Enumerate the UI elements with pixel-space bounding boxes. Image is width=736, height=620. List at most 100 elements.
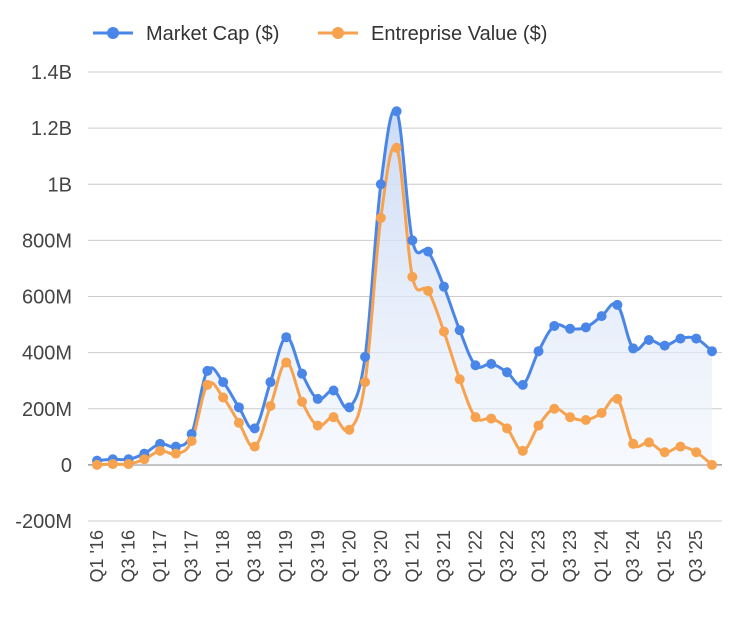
legend-label-market-cap: Market Cap ($) xyxy=(146,23,279,45)
enterprise-value-point[interactable] xyxy=(281,357,292,368)
market-cap-point[interactable] xyxy=(502,367,512,378)
market-cap-point[interactable] xyxy=(517,379,528,390)
market-cap-point[interactable] xyxy=(691,333,702,344)
enterprise-value-point[interactable] xyxy=(549,403,560,414)
market-cap-point[interactable] xyxy=(170,441,181,452)
market-cap-point[interactable] xyxy=(643,334,654,345)
enterprise-value-point[interactable] xyxy=(423,285,434,296)
market-cap-point[interactable] xyxy=(407,235,418,246)
enterprise-value-point[interactable] xyxy=(675,441,686,452)
enterprise-value-point[interactable] xyxy=(596,407,607,418)
enterprise-value-point[interactable] xyxy=(139,454,150,465)
enterprise-value-point[interactable] xyxy=(155,445,166,456)
market-cap-point[interactable] xyxy=(186,429,197,440)
enterprise-value-point[interactable] xyxy=(707,459,717,470)
enterprise-value-point[interactable] xyxy=(312,420,323,431)
legend-marker-enterprise-value xyxy=(332,27,344,39)
enterprise-value-point[interactable] xyxy=(517,445,528,456)
enterprise-value-point[interactable] xyxy=(360,377,371,388)
market-cap-point[interactable] xyxy=(596,311,607,322)
enterprise-value-point[interactable] xyxy=(202,379,213,390)
enterprise-value-point[interactable] xyxy=(92,459,102,470)
market-cap-point[interactable] xyxy=(344,402,355,413)
x-tick-label: Q3 '22 xyxy=(497,530,517,582)
market-cap-point[interactable] xyxy=(580,322,591,333)
enterprise-value-point[interactable] xyxy=(565,412,576,423)
market-cap-point[interactable] xyxy=(565,323,576,334)
enterprise-value-point[interactable] xyxy=(612,393,623,404)
market-cap-point[interactable] xyxy=(360,351,371,362)
enterprise-value-point[interactable] xyxy=(454,374,465,385)
y-tick-label: 1.2B xyxy=(31,118,72,140)
x-tick-label: Q3 '19 xyxy=(308,530,328,582)
y-tick-label: -200M xyxy=(15,511,72,533)
enterprise-value-point[interactable] xyxy=(344,424,355,435)
market-cap-point[interactable] xyxy=(612,299,623,310)
market-cap-point[interactable] xyxy=(470,360,481,371)
x-tick-label: Q3 '23 xyxy=(560,530,580,582)
enterprise-value-point[interactable] xyxy=(186,436,197,447)
enterprise-value-point[interactable] xyxy=(391,142,402,153)
market-cap-point[interactable] xyxy=(312,393,323,404)
enterprise-value-point[interactable] xyxy=(502,423,512,434)
market-cap-point[interactable] xyxy=(438,281,449,292)
market-cap-point[interactable] xyxy=(297,368,307,379)
x-tick-label: Q1 '24 xyxy=(592,530,612,582)
legend: Market Cap ($) Entreprise Value ($) xyxy=(93,23,547,45)
x-tick-label: Q3 '25 xyxy=(686,530,706,582)
enterprise-value-point[interactable] xyxy=(218,392,229,403)
enterprise-value-point[interactable] xyxy=(580,414,591,425)
enterprise-value-point[interactable] xyxy=(265,400,276,411)
enterprise-value-point[interactable] xyxy=(123,459,134,470)
market-cap-point[interactable] xyxy=(707,346,717,357)
market-cap-point[interactable] xyxy=(391,106,402,117)
legend-item-enterprise-value[interactable]: Entreprise Value ($) xyxy=(318,23,547,45)
enterprise-value-point[interactable] xyxy=(170,448,181,459)
x-tick-label: Q3 '18 xyxy=(245,530,265,582)
enterprise-value-point[interactable] xyxy=(643,437,654,448)
market-cap-point[interactable] xyxy=(549,320,560,331)
x-tick-label: Q1 '19 xyxy=(276,530,296,582)
market-cap-point[interactable] xyxy=(265,377,276,388)
enterprise-value-point[interactable] xyxy=(375,212,386,223)
legend-label-enterprise-value: Entreprise Value ($) xyxy=(371,23,547,45)
market-cap-point[interactable] xyxy=(675,333,686,344)
enterprise-value-point[interactable] xyxy=(470,412,481,423)
enterprise-value-point[interactable] xyxy=(486,413,497,424)
x-tick-label: Q3 '21 xyxy=(434,530,454,582)
market-cap-point[interactable] xyxy=(281,332,292,343)
enterprise-value-point[interactable] xyxy=(659,447,670,458)
market-cap-point[interactable] xyxy=(328,385,339,396)
x-tick-label: Q3 '20 xyxy=(371,530,391,582)
x-tick-label: Q3 '24 xyxy=(623,530,643,582)
enterprise-value-point[interactable] xyxy=(628,438,639,449)
market-cap-point[interactable] xyxy=(533,346,544,357)
market-cap-point[interactable] xyxy=(375,179,386,190)
enterprise-value-point[interactable] xyxy=(233,417,244,428)
market-cap-point[interactable] xyxy=(454,325,465,336)
enterprise-value-point[interactable] xyxy=(533,420,544,431)
enterprise-value-point[interactable] xyxy=(107,459,118,470)
x-tick-label: Q1 '17 xyxy=(150,530,170,582)
market-cap-point[interactable] xyxy=(628,343,639,354)
enterprise-value-point[interactable] xyxy=(297,396,307,407)
y-tick-label: 600M xyxy=(22,287,72,309)
market-cap-point[interactable] xyxy=(249,423,260,434)
market-cap-point[interactable] xyxy=(218,377,229,388)
market-cap-point[interactable] xyxy=(659,340,670,351)
enterprise-value-point[interactable] xyxy=(691,447,702,458)
x-tick-label: Q1 '21 xyxy=(402,530,422,582)
enterprise-value-point[interactable] xyxy=(407,271,418,282)
market-cap-point[interactable] xyxy=(233,402,244,413)
y-tick-label: 200M xyxy=(22,399,72,421)
market-cap-point[interactable] xyxy=(486,358,497,369)
enterprise-value-point[interactable] xyxy=(438,326,449,337)
market-cap-point[interactable] xyxy=(202,365,213,376)
legend-marker-market-cap xyxy=(107,27,119,39)
enterprise-value-point[interactable] xyxy=(249,441,260,452)
enterprise-value-point[interactable] xyxy=(328,412,339,423)
market-cap-point[interactable] xyxy=(423,246,434,257)
lines-layer xyxy=(95,108,714,467)
market-cap-point[interactable] xyxy=(155,438,166,449)
legend-item-market-cap[interactable]: Market Cap ($) xyxy=(93,23,279,45)
